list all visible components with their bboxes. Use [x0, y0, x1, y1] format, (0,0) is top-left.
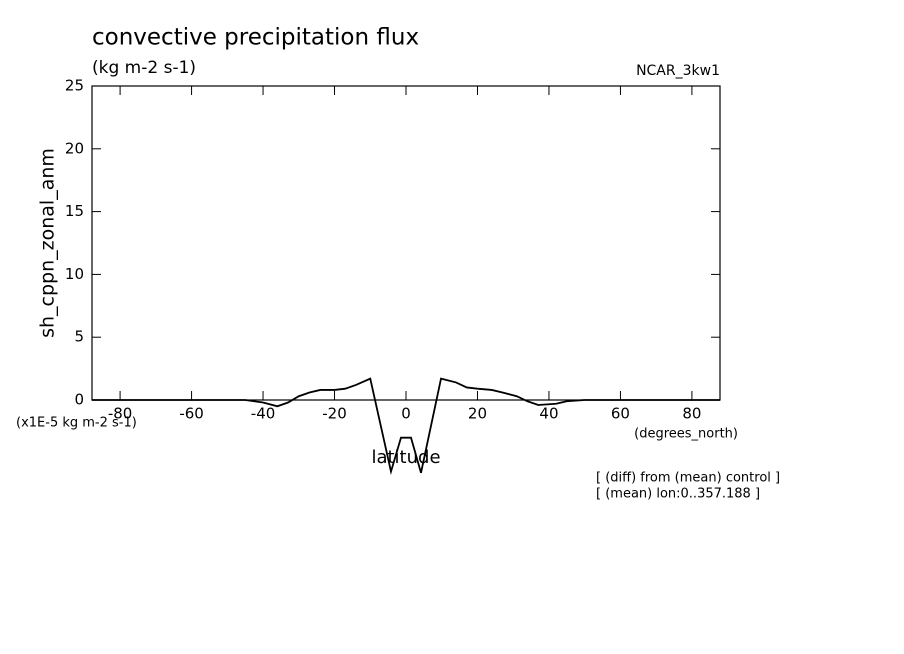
annotation: [ (mean) lon:0..357.188 ] [596, 487, 760, 502]
x-units: (degrees_north) [634, 427, 738, 442]
y-tick-label: 0 [74, 391, 84, 409]
y-units: (x1E-5 kg m-2 s-1) [16, 416, 137, 431]
y-tick-label: 20 [65, 139, 84, 157]
x-tick-label: 40 [539, 405, 558, 423]
chart-subtitle: (kg m-2 s-1) [92, 58, 196, 78]
y-axis-label: sh_cppn_zonal_anm [37, 148, 59, 338]
y-tick-label: 25 [65, 77, 84, 95]
x-tick-label: 20 [468, 405, 487, 423]
chart-title: convective precipitation flux [92, 25, 419, 51]
x-tick-label: -80 [108, 405, 133, 423]
y-tick-label: 10 [65, 265, 84, 283]
y-tick-label: 5 [74, 328, 84, 346]
source-label: NCAR_3kw1 [636, 63, 720, 79]
x-tick-label: -20 [322, 405, 347, 423]
annotation: [ (diff) from (mean) control ] [596, 471, 780, 486]
x-tick-label: -60 [179, 405, 204, 423]
x-tick-label: 80 [682, 405, 701, 423]
x-axis-label: latitude [371, 447, 440, 468]
x-tick-label: 0 [401, 405, 411, 423]
x-tick-label: -40 [251, 405, 276, 423]
x-tick-label: 60 [611, 405, 630, 423]
data-line [92, 377, 720, 476]
y-tick-label: 15 [65, 202, 84, 220]
